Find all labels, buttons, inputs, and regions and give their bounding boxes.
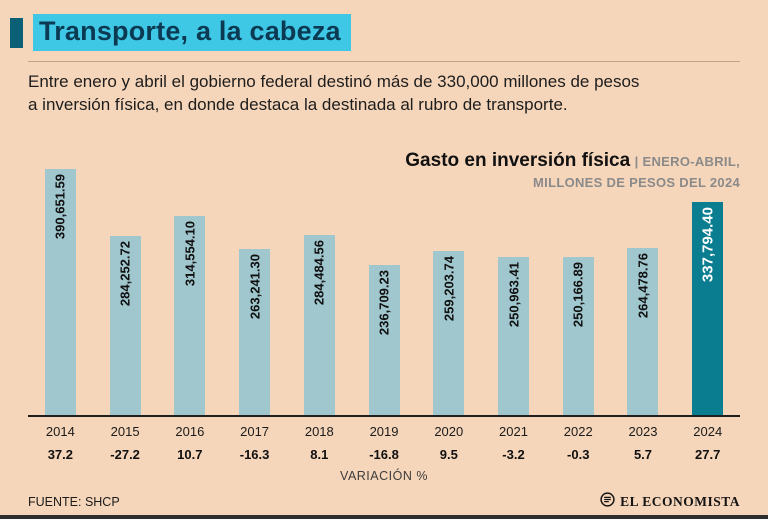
bar-column-2015: 284,252.72	[93, 169, 158, 415]
accent-square	[10, 17, 23, 48]
bar-2017: 263,241.30	[239, 248, 271, 415]
bar-column-2019: 236,709.23	[352, 169, 417, 415]
bar-2019: 236,709.23	[368, 265, 400, 415]
bar-column-2016: 314,554.10	[157, 169, 222, 415]
variation-value: -16.3	[239, 446, 270, 462]
bar-value-label: 284,252.72	[117, 240, 133, 306]
year-label: 2019	[369, 423, 399, 439]
year-label: 2020	[434, 423, 464, 439]
bar-value-label: 263,241.30	[247, 253, 263, 319]
bar-column-2022: 250,166.89	[546, 169, 611, 415]
year-label: 2015	[110, 423, 140, 439]
variation-value: 5.7	[633, 446, 653, 462]
bar-column-2020: 259,203.74	[416, 169, 481, 415]
bar-2020: 259,203.74	[433, 251, 465, 415]
bar-column-2023: 264,478.76	[611, 169, 676, 415]
year-label: 2021	[499, 423, 528, 439]
bar-value-label: 284,484.56	[311, 240, 327, 306]
bar-2015: 284,252.72	[109, 235, 141, 415]
chart-title-main: Gasto en inversión física	[405, 149, 631, 171]
chart-title-line-1: Gasto en inversión física | ENERO-ABRIL,	[405, 147, 740, 175]
el-economista-logo: EL ECONOMISTA	[600, 491, 740, 512]
subtitle-line-2: a inversión física, en donde destaca la …	[28, 94, 568, 114]
bar-column-2014: 390,651.59	[28, 168, 93, 415]
bar-value-label: 337,794.40	[699, 206, 717, 282]
bar-value-label: 250,963.41	[506, 261, 521, 327]
chart-title-note-2: MILLONES DE PESOS DEL 2024	[533, 175, 740, 191]
variation-value: -0.3	[567, 446, 590, 462]
bar-column-2018: 284,484.56	[287, 169, 352, 415]
year-label: 2014	[45, 423, 75, 439]
bar-value-label: 314,554.10	[182, 221, 198, 287]
x-axis-label: VARIACIÓN %	[340, 468, 428, 483]
bar-2018: 284,484.56	[303, 235, 335, 415]
subtitle: Entre enero y abril el gobierno federal …	[28, 71, 740, 117]
year-label: 2018	[304, 423, 334, 439]
variation-value: -16.8	[369, 446, 399, 462]
variation-value: -3.2	[502, 446, 525, 462]
variation-value: 37.2	[47, 446, 74, 462]
bottom-border-bar	[0, 515, 768, 519]
bar-2016: 314,554.10	[174, 216, 206, 415]
variation-value: 27.7	[695, 446, 721, 462]
source-label: FUENTE: SHCP	[28, 494, 120, 509]
variation-value: -27.2	[110, 446, 140, 462]
bar-2024: 337,794.40	[692, 201, 724, 415]
year-label: 2024	[693, 423, 723, 439]
subtitle-line-1: Entre enero y abril el gobierno federal …	[28, 72, 640, 91]
chart: Gasto en inversión física | ENERO-ABRIL,…	[28, 150, 740, 483]
variation-value: 9.5	[439, 446, 458, 462]
bar-column-2017: 263,241.30	[222, 169, 287, 415]
chart-title: Gasto en inversión física | ENERO-ABRIL,…	[405, 147, 740, 193]
bar-plot-area: 390,651.59 284,252.72 314,554.10 263,241.30…	[28, 168, 740, 417]
bar-2021: 250,963.41	[498, 256, 529, 415]
el-economista-logo-icon	[600, 491, 615, 512]
bar-column-2024: 337,794.40	[675, 169, 740, 415]
footer: FUENTE: SHCP EL ECONOMISTA	[28, 491, 740, 512]
bar-2014: 390,651.59	[44, 168, 76, 415]
bar-column-2021: 250,963.41	[481, 169, 546, 415]
year-label: 2023	[628, 423, 658, 439]
variation-values-row: 37.2 -27.2 10.7 -16.3 8.1 -16.8 9.5 -3.2 -0.3 5.7…	[28, 439, 740, 462]
bar-value-label: 236,709.23	[376, 270, 392, 336]
header-divider	[28, 61, 740, 62]
bar-2022: 250,166.89	[562, 257, 594, 415]
year-label: 2022	[563, 423, 593, 439]
x-axis-years: 2014 2015 2016 2017 2018 2019 2020 2021 2022 2023…	[28, 417, 740, 439]
brand-text: EL ECONOMISTA	[620, 493, 740, 509]
bar-value-label: 259,203.74	[441, 256, 457, 322]
year-label: 2016	[175, 423, 205, 439]
bar-value-label: 264,478.76	[635, 253, 651, 319]
page-title: Transporte, a la cabeza	[33, 14, 351, 51]
bar-value-label: 390,651.59	[52, 173, 68, 239]
variation-value: 8.1	[310, 446, 329, 462]
variation-value: 10.7	[177, 446, 203, 462]
bar-2023: 264,478.76	[627, 248, 659, 415]
bar-value-label: 250,166.89	[570, 262, 586, 328]
year-label: 2017	[240, 423, 270, 439]
header: Transporte, a la cabeza	[10, 14, 740, 51]
chart-title-note: | ENERO-ABRIL,	[634, 153, 740, 169]
